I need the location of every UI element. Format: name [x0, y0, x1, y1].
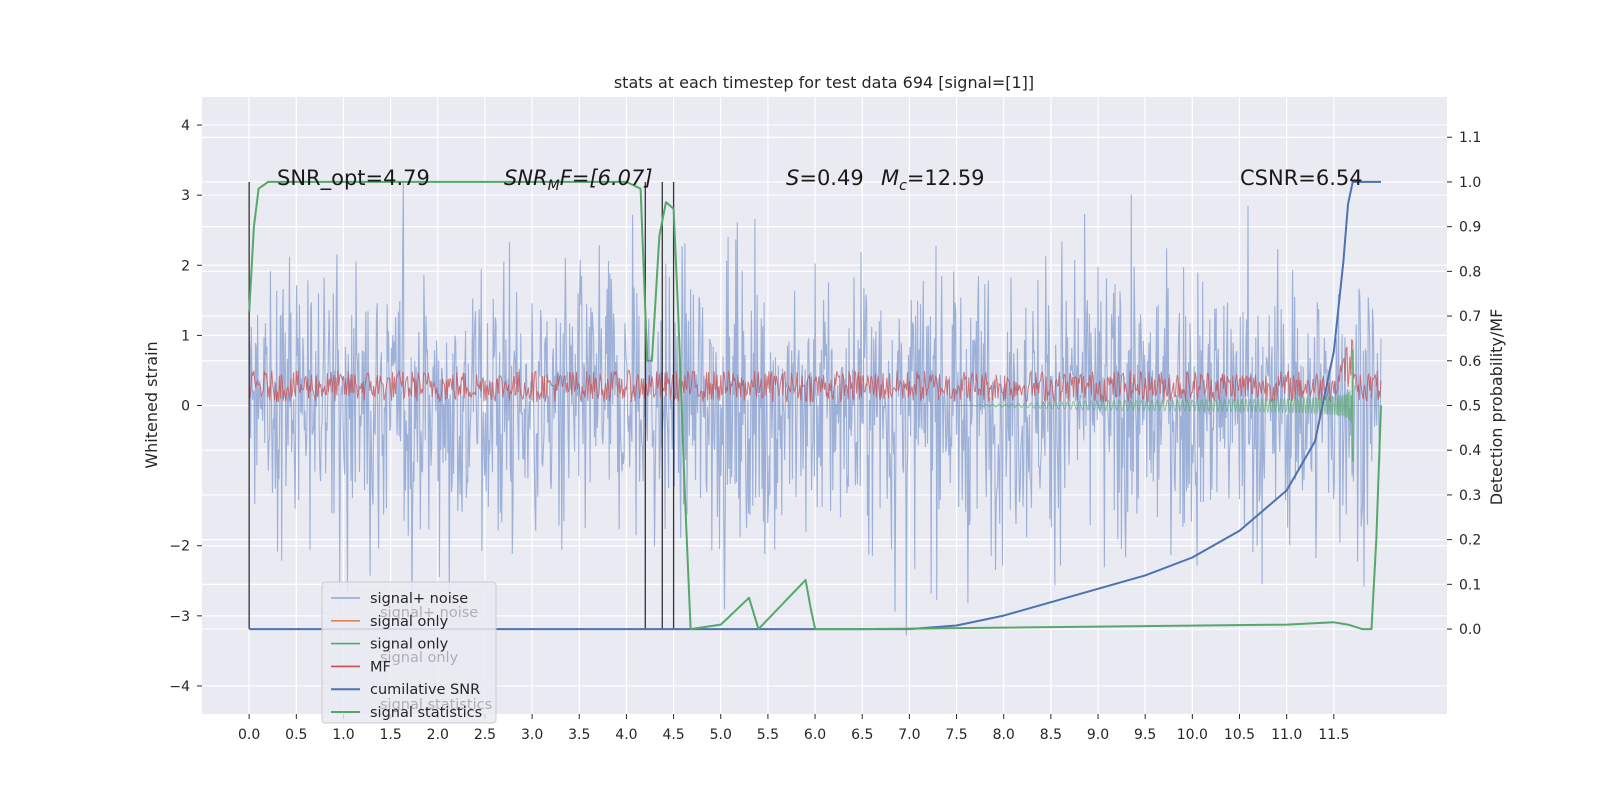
y-tick-label-left: 4	[181, 118, 190, 134]
snr-mf-sub: M	[548, 178, 560, 194]
x-tick-label: 3.0	[521, 727, 543, 743]
x-tick-label: 2.5	[474, 727, 496, 743]
ticks: 0.0 0.5 1.0 1.5 2.0 2.5 3.0 3.5 4.0 4.5 5.0 5.5 6.0 6…	[169, 118, 1481, 743]
mf-series	[248, 338, 1382, 404]
x-tick-label: 9.0	[1087, 727, 1109, 743]
y-tick-label-right: 0.4	[1459, 443, 1481, 459]
s-italic: S	[786, 166, 799, 190]
y-tick-label-right: 0.0	[1459, 622, 1481, 638]
series-line-5	[248, 180, 1382, 631]
signal-only-series	[249, 349, 1381, 462]
annotation-mc: Mc=12.59	[881, 166, 985, 194]
y-tick-label-right: 0.9	[1459, 220, 1481, 236]
x-tick-label: 0.0	[238, 727, 260, 743]
series-line-4	[249, 180, 1381, 631]
x-tick-label: 10.5	[1224, 727, 1255, 743]
legend-label: signal+ noise	[370, 591, 468, 607]
x-tick-label: 1.0	[332, 727, 354, 743]
y-tick-label-right: 0.7	[1459, 309, 1481, 325]
snr-mf-tail: F=[6.07]	[560, 166, 653, 190]
snr-mf-main: SNR	[504, 166, 548, 190]
mc-main: M	[881, 166, 899, 190]
legend-ghost-label: signal+ noise	[380, 605, 478, 621]
mc-value: =12.59	[907, 166, 985, 190]
y-tick-label-right: 1.1	[1459, 130, 1481, 146]
signal-plus-noise-line	[248, 180, 1382, 636]
y-tick-label-right: 0.3	[1459, 488, 1481, 504]
y-tick-label-right: 0.2	[1459, 533, 1481, 549]
x-tick-label: 8.5	[1040, 727, 1062, 743]
x-tick-label: 5.5	[757, 727, 779, 743]
x-tick-label: 6.0	[804, 727, 826, 743]
legend-ghost-label: signal only	[380, 650, 459, 666]
annotation-snr-mf: SNRMF=[6.07]	[504, 166, 653, 194]
x-tick-label: 11.5	[1318, 727, 1349, 743]
statistic-lines	[248, 180, 1382, 631]
y-tick-label-left: 1	[181, 328, 190, 344]
legend-box	[321, 581, 497, 724]
y-tick-label-right: 0.6	[1459, 354, 1481, 370]
y-axis-label-left: Whitened strain	[142, 341, 161, 468]
x-tick-label: 8.0	[993, 727, 1015, 743]
y-tick-label-right: 0.8	[1459, 264, 1481, 280]
y-tick-label-left: 0	[181, 399, 190, 415]
y-tick-label-left: 3	[181, 188, 190, 204]
x-tick-label: 7.5	[945, 727, 967, 743]
signal-plus-noise-series	[248, 180, 1382, 636]
y-tick-label-right: 0.5	[1459, 399, 1481, 415]
x-tick-label: 3.5	[568, 727, 590, 743]
mf-line	[248, 338, 1382, 404]
chart-title: stats at each timestep for test data 694…	[614, 73, 1034, 92]
s-value: =0.49	[799, 166, 863, 190]
legend-ghost-labels: signal+ noise signal only signal statistic…	[380, 605, 492, 713]
y-tick-label-right: 0.1	[1459, 577, 1481, 593]
legend-label: signal statistics	[370, 705, 482, 721]
signal-only-chirp	[956, 380, 1353, 424]
x-tick-label: 6.5	[851, 727, 873, 743]
y-tick-label-left: −2	[169, 539, 190, 555]
x-tick-label: 11.0	[1271, 727, 1302, 743]
x-tick-label: 10.0	[1177, 727, 1208, 743]
annotation-csnr: CSNR=6.54	[1240, 166, 1363, 190]
x-tick-label: 0.5	[285, 727, 307, 743]
x-tick-label: 7.0	[898, 727, 920, 743]
x-tick-label: 2.0	[427, 727, 449, 743]
x-tick-label: 9.5	[1134, 727, 1156, 743]
mc-sub: c	[899, 178, 907, 194]
legend-label: signal only	[370, 637, 449, 653]
vertical-lines	[248, 181, 675, 630]
x-tick-label: 1.5	[380, 727, 402, 743]
y-tick-label-left: −4	[169, 679, 190, 695]
legend-label: MF	[370, 659, 391, 675]
x-tick-label: 4.0	[615, 727, 637, 743]
legend-label: cumilative SNR	[370, 682, 480, 698]
y-tick-label-left: 2	[181, 258, 190, 274]
x-tick-label: 4.5	[662, 727, 684, 743]
annotation-s: S=0.49	[786, 166, 864, 190]
x-tick-label: 5.0	[710, 727, 732, 743]
legend-label: signal only	[370, 614, 449, 630]
y-tick-label-right: 1.0	[1459, 175, 1481, 191]
annotation-snr-opt: SNR_opt=4.79	[277, 166, 430, 191]
y-axis-label-right: Detection probability/MF	[1487, 309, 1506, 506]
y-tick-label-left: −3	[169, 609, 190, 625]
legend-ghost-label: signal statistics	[380, 697, 492, 713]
